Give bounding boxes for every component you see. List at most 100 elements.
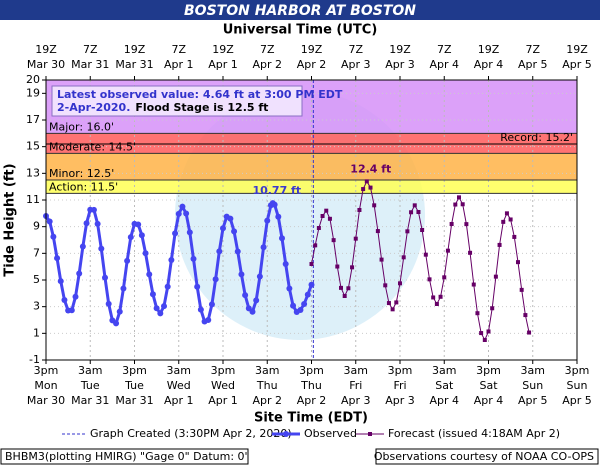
top-x-tick-label: 19Z Apr 1 (208, 43, 238, 71)
data-point (357, 208, 362, 212)
data-point (264, 217, 271, 224)
footer-right: Observations courtesy of NOAA CO-OPS (374, 450, 594, 463)
plot-area: Action: 11.5'Minor: 12.5' Moderate: 14.5'… (26, 73, 578, 366)
data-point (149, 291, 156, 298)
data-point (431, 295, 436, 300)
data-point (486, 329, 491, 334)
annotation-date: 2-Apr-2020. (57, 101, 130, 114)
top-x-tick-label: 19Z Apr 5 (562, 43, 592, 71)
x-tick-label: 3am Sat Apr 4 (429, 364, 460, 407)
data-point (290, 302, 297, 309)
data-point (353, 236, 358, 241)
data-point (383, 283, 388, 288)
top-x-tick-label: 7Z Mar 31 (71, 43, 110, 71)
y-tick-label: 9 (33, 220, 40, 233)
data-point (449, 222, 454, 226)
x-tick-label: 3am Wed Apr 1 (163, 364, 194, 407)
data-point (124, 257, 131, 264)
data-point (61, 297, 68, 303)
legend-label: Forecast (issued 4:18AM Apr 2) (388, 427, 560, 440)
top-x-tick-label: 7Z Apr 5 (517, 43, 548, 71)
data-point (94, 220, 101, 227)
x-tick-label: 3am Tue Mar 31 (71, 364, 110, 407)
data-point (434, 302, 439, 306)
data-point (412, 203, 417, 208)
data-point (375, 229, 380, 234)
data-point (208, 301, 215, 308)
data-point (164, 283, 171, 290)
data-point (335, 264, 340, 269)
threshold-label: Action: 11.5' (49, 180, 118, 193)
data-point (90, 206, 97, 213)
data-point (301, 301, 308, 307)
data-point (98, 245, 105, 252)
x-tick-label: 3am Fri Apr 3 (340, 364, 371, 407)
data-point (238, 271, 245, 278)
data-point (282, 261, 289, 267)
y-tick-label: 5 (33, 273, 40, 286)
y-tick-label: 17 (26, 113, 40, 126)
data-point (364, 179, 369, 184)
data-point (497, 242, 502, 247)
data-point (308, 281, 315, 288)
data-point (372, 203, 377, 208)
data-point (54, 255, 61, 262)
data-point (394, 300, 399, 305)
threshold-label: Major: 16.0' (49, 120, 114, 133)
data-point (309, 262, 314, 266)
data-point (116, 308, 123, 315)
data-point (153, 305, 160, 312)
top-x-tick-label: 19Z Apr 2 (296, 43, 327, 71)
data-point (368, 185, 373, 190)
data-point (460, 202, 465, 207)
data-point (327, 216, 332, 221)
data-point (471, 282, 476, 287)
data-point (468, 250, 473, 255)
data-point (339, 285, 343, 290)
annotation-line: Latest observed value: 4.64 ft at 3:00 P… (57, 88, 343, 101)
data-point (401, 255, 406, 260)
title-bar (0, 0, 600, 20)
data-point (386, 301, 391, 306)
y-tick-label: 11 (26, 193, 40, 206)
data-point (120, 285, 127, 292)
x-tick-label: 3pm Mon Mar 30 (26, 364, 66, 407)
threshold-label: Minor: 12.5' (49, 167, 114, 180)
y-axis-title: Tide Height (ft) (3, 163, 18, 276)
data-point (297, 307, 304, 313)
data-point (320, 214, 325, 218)
footer-left-box (0, 448, 249, 465)
data-point (379, 257, 384, 262)
data-point (350, 265, 355, 270)
data-point (260, 244, 267, 251)
x-tick-label: 3pm Sat Apr 4 (473, 364, 504, 407)
y-tick-label: 7 (33, 246, 40, 259)
top-x-tick-label: 7Z Apr 2 (252, 43, 283, 71)
data-point (479, 331, 484, 336)
data-point (175, 210, 182, 217)
data-point (102, 274, 108, 281)
top-x-tick-label: 7Z Apr 4 (429, 43, 460, 71)
data-point (279, 235, 285, 242)
x-tick-label: 3am Sun Apr 5 (517, 364, 548, 407)
legend-marker (283, 431, 289, 437)
data-point (79, 243, 86, 250)
data-point (161, 303, 167, 310)
top-x-tick-label: 19Z Apr 3 (385, 43, 415, 71)
y-tick-label: 3 (33, 300, 40, 313)
y-tick-label: -1 (29, 353, 40, 366)
x-tick-label: 3pm Thu Apr 2 (296, 364, 327, 407)
data-point (50, 233, 57, 240)
data-point (256, 273, 263, 280)
chart-title: BOSTON HARBOR AT BOSTON (184, 3, 416, 19)
data-point (390, 307, 395, 312)
data-point (105, 300, 112, 307)
data-point (423, 252, 428, 257)
y-tick-label: 13 (26, 166, 40, 179)
data-point (527, 330, 532, 335)
data-point (138, 232, 145, 239)
y-tick-label: 15 (26, 140, 40, 153)
data-point (324, 208, 329, 213)
data-point (83, 220, 90, 227)
